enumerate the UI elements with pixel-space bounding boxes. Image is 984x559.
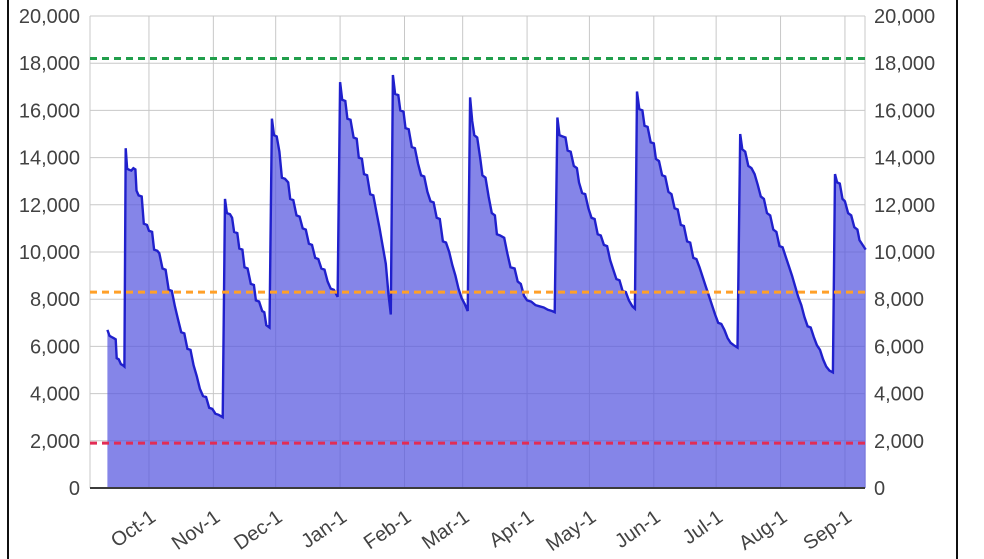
x-axis-label: Jul-1 xyxy=(679,506,727,549)
y-axis-label-left: 20,000 xyxy=(19,6,80,28)
y-axis-label-left: 4,000 xyxy=(30,384,80,406)
x-axis-label: Nov-1 xyxy=(168,506,224,555)
y-axis-label-left: 8,000 xyxy=(30,289,80,311)
inventory-area-fill xyxy=(107,75,866,488)
y-axis-label-left: 10,000 xyxy=(19,242,80,264)
y-axis-label-right: 0 xyxy=(874,478,885,500)
y-axis-label-left: 18,000 xyxy=(19,53,80,75)
y-axis-label-right: 2,000 xyxy=(874,431,924,453)
y-axis-label-right: 8,000 xyxy=(874,289,924,311)
x-axis-label: Dec-1 xyxy=(230,506,286,555)
x-axis-label: Jun-1 xyxy=(611,506,665,553)
x-axis-label: Mar-1 xyxy=(418,506,473,554)
x-axis-label: Oct-1 xyxy=(107,506,160,552)
y-axis-label-left: 16,000 xyxy=(19,100,80,122)
y-axis-label-left: 6,000 xyxy=(30,336,80,358)
x-axis-label: Sep-1 xyxy=(799,506,855,555)
y-axis-label-right: 16,000 xyxy=(874,100,935,122)
x-axis-label: Feb-1 xyxy=(360,506,415,554)
x-axis-label: Apr-1 xyxy=(485,506,538,552)
y-axis-label-right: 14,000 xyxy=(874,148,935,170)
y-axis-label-right: 12,000 xyxy=(874,195,935,217)
y-axis-label-right: 4,000 xyxy=(874,384,924,406)
y-axis-label-left: 0 xyxy=(69,478,80,500)
y-axis-label-left: 12,000 xyxy=(19,195,80,217)
x-axis-label: Aug-1 xyxy=(735,506,791,555)
y-axis-label-right: 10,000 xyxy=(874,242,935,264)
y-axis-label-right: 6,000 xyxy=(874,336,924,358)
y-axis-label-right: 20,000 xyxy=(874,6,935,28)
y-axis-label-left: 14,000 xyxy=(19,148,80,170)
x-axis-label: May-1 xyxy=(542,506,600,556)
y-axis-label-left: 2,000 xyxy=(30,431,80,453)
inventory-line xyxy=(106,74,867,420)
window-border-right xyxy=(956,0,958,559)
y-axis-label-right: 18,000 xyxy=(874,53,935,75)
x-axis-label: Jan-1 xyxy=(297,506,351,553)
window-border-left xyxy=(7,0,9,559)
